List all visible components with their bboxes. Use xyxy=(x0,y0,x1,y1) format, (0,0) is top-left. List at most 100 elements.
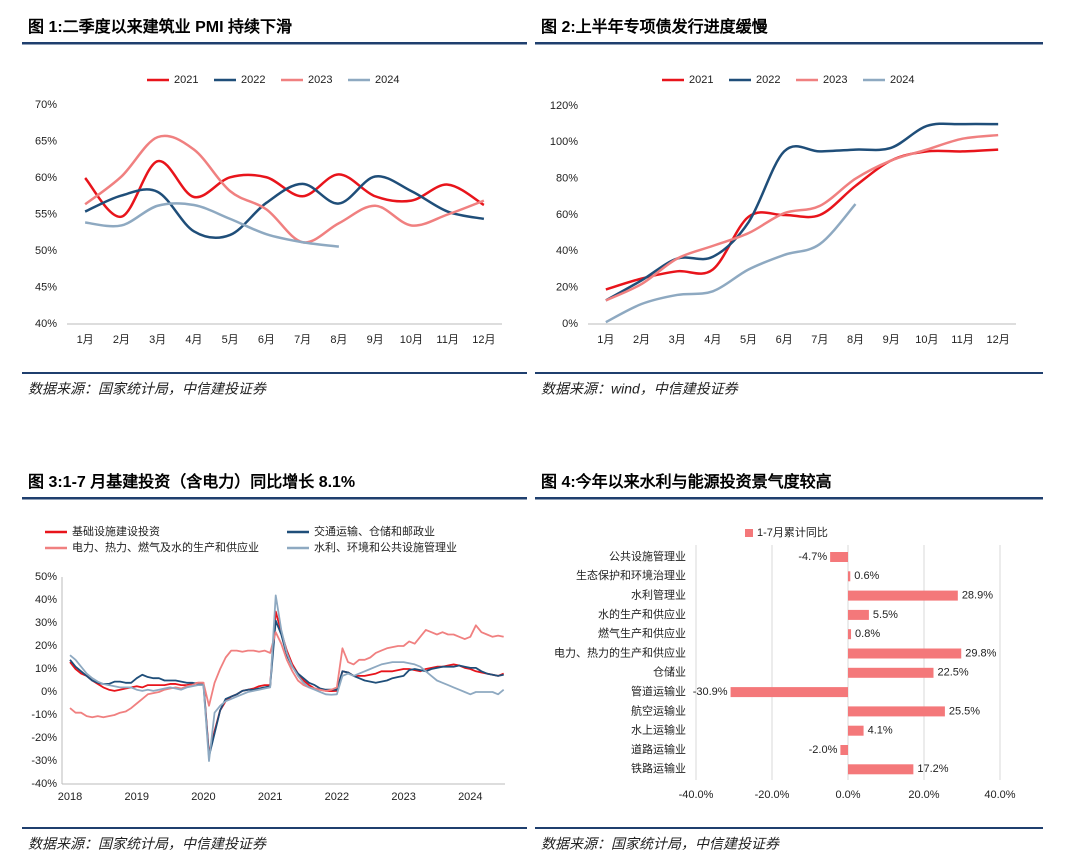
y-tick-label: 水利管理业 xyxy=(631,588,686,602)
legend-label: 2024 xyxy=(375,74,399,86)
source: 数据来源：国家统计局，中信建投证券 xyxy=(541,836,780,852)
x-tick-label: 8月 xyxy=(330,334,347,346)
legend-label: 2023 xyxy=(823,74,847,86)
bar xyxy=(848,725,864,736)
y-tick-label: 燃气生产和供应业 xyxy=(598,626,686,640)
bar xyxy=(848,571,851,582)
bar xyxy=(830,552,848,562)
series-line xyxy=(69,594,505,762)
y-tick-label: 10% xyxy=(35,663,57,675)
y-tick-label: 0% xyxy=(41,686,57,698)
data-label: 29.8% xyxy=(965,647,996,659)
data-label: 28.9% xyxy=(962,590,993,602)
x-tick-label: 12月 xyxy=(987,334,1010,346)
x-tick-label: 2020 xyxy=(191,791,215,803)
x-tick-label: 2018 xyxy=(58,791,82,803)
rule xyxy=(22,42,527,45)
source: 数据来源：国家统计局，中信建投证券 xyxy=(28,381,267,397)
series-line xyxy=(69,624,504,719)
series-line xyxy=(605,203,857,324)
x-tick-label: 9月 xyxy=(367,334,384,346)
data-label: 0.6% xyxy=(854,570,879,582)
source: 数据来源：国家统计局，中信建投证券 xyxy=(28,836,267,852)
data-label: 17.2% xyxy=(917,763,948,775)
y-tick-label: 40% xyxy=(35,594,57,606)
y-tick-label: 40% xyxy=(556,245,578,257)
series-line xyxy=(605,133,999,302)
bar xyxy=(848,590,958,601)
x-tick-label: 7月 xyxy=(811,334,828,346)
bar xyxy=(848,764,914,775)
x-tick-label: 9月 xyxy=(883,334,900,346)
series-line xyxy=(84,134,485,244)
y-tick-label: 55% xyxy=(35,208,57,220)
rule xyxy=(22,497,527,500)
legend-label: 2022 xyxy=(756,74,780,86)
x-tick-label: 1月 xyxy=(597,334,614,346)
x-tick-label: 11月 xyxy=(951,334,973,346)
source: 数据来源：wind，中信建投证券 xyxy=(541,381,739,397)
x-tick-label: 8月 xyxy=(847,334,864,346)
x-tick-label: -20.0% xyxy=(755,789,790,801)
x-tick-label: 2月 xyxy=(113,334,130,346)
x-tick-label: 40.0% xyxy=(984,789,1015,801)
data-label: 25.5% xyxy=(949,705,980,717)
y-tick-label: 50% xyxy=(35,245,57,257)
legend-label: 水利、环境和公共设施管理业 xyxy=(314,540,457,554)
y-tick-label: 0% xyxy=(562,318,578,330)
legend-label: 1-7月累计同比 xyxy=(757,526,828,539)
chart-title: 图 3:1-7 月基建投资（含电力）同比增长 8.1% xyxy=(28,472,355,491)
x-tick-label: 2019 xyxy=(124,791,148,803)
bar xyxy=(840,745,848,755)
x-tick-label: 4月 xyxy=(704,334,721,346)
bar xyxy=(848,706,945,717)
rule xyxy=(535,372,1043,374)
y-tick-label: -40% xyxy=(31,778,57,790)
y-tick-label: 70% xyxy=(35,99,57,111)
y-tick-label: 管道运输业 xyxy=(631,684,686,698)
y-tick-label: 100% xyxy=(550,136,578,148)
rule xyxy=(22,827,527,829)
bar xyxy=(848,648,962,659)
y-tick-label: 仓储业 xyxy=(653,665,686,679)
legend-label: 2023 xyxy=(308,74,332,86)
x-tick-label: 3月 xyxy=(149,334,166,346)
legend-label: 基础设施建设投资 xyxy=(72,524,160,538)
data-label: -4.7% xyxy=(798,551,827,563)
x-tick-label: -40.0% xyxy=(679,789,714,801)
legend-label: 2024 xyxy=(890,74,914,86)
x-tick-label: 10月 xyxy=(915,334,938,346)
legend-label: 电力、热力、燃气及水的生产和供应业 xyxy=(72,540,259,554)
chart-title: 图 2:上半年专项债发行进度缓慢 xyxy=(541,17,769,36)
y-tick-label: 公共设施管理业 xyxy=(609,549,686,563)
x-tick-label: 2024 xyxy=(458,791,482,803)
x-tick-label: 2021 xyxy=(258,791,282,803)
x-tick-label: 7月 xyxy=(294,334,311,346)
y-tick-label: 60% xyxy=(35,172,57,184)
y-tick-label: 电力、热力的生产和供应业 xyxy=(554,645,686,659)
y-tick-label: 20% xyxy=(556,282,578,294)
x-tick-label: 5月 xyxy=(740,334,757,346)
y-tick-label: -30% xyxy=(31,755,57,767)
data-label: -30.9% xyxy=(693,686,728,698)
x-tick-label: 2022 xyxy=(325,791,349,803)
y-tick-label: 20% xyxy=(35,640,57,652)
x-tick-label: 1月 xyxy=(77,334,94,346)
legend-label: 2021 xyxy=(689,74,713,86)
y-tick-label: 50% xyxy=(35,571,57,583)
series-line xyxy=(84,159,485,218)
y-tick-label: 30% xyxy=(35,617,57,629)
legend-label: 2022 xyxy=(241,74,265,86)
series-line xyxy=(84,202,340,248)
x-tick-label: 12月 xyxy=(472,334,495,346)
x-tick-label: 2023 xyxy=(391,791,415,803)
x-tick-label: 11月 xyxy=(436,334,458,346)
x-tick-label: 20.0% xyxy=(908,789,939,801)
legend-swatch xyxy=(745,529,753,537)
bar xyxy=(730,687,848,698)
rule xyxy=(535,827,1043,829)
bar xyxy=(848,629,852,640)
x-tick-label: 4月 xyxy=(185,334,202,346)
x-tick-label: 2月 xyxy=(633,334,650,346)
